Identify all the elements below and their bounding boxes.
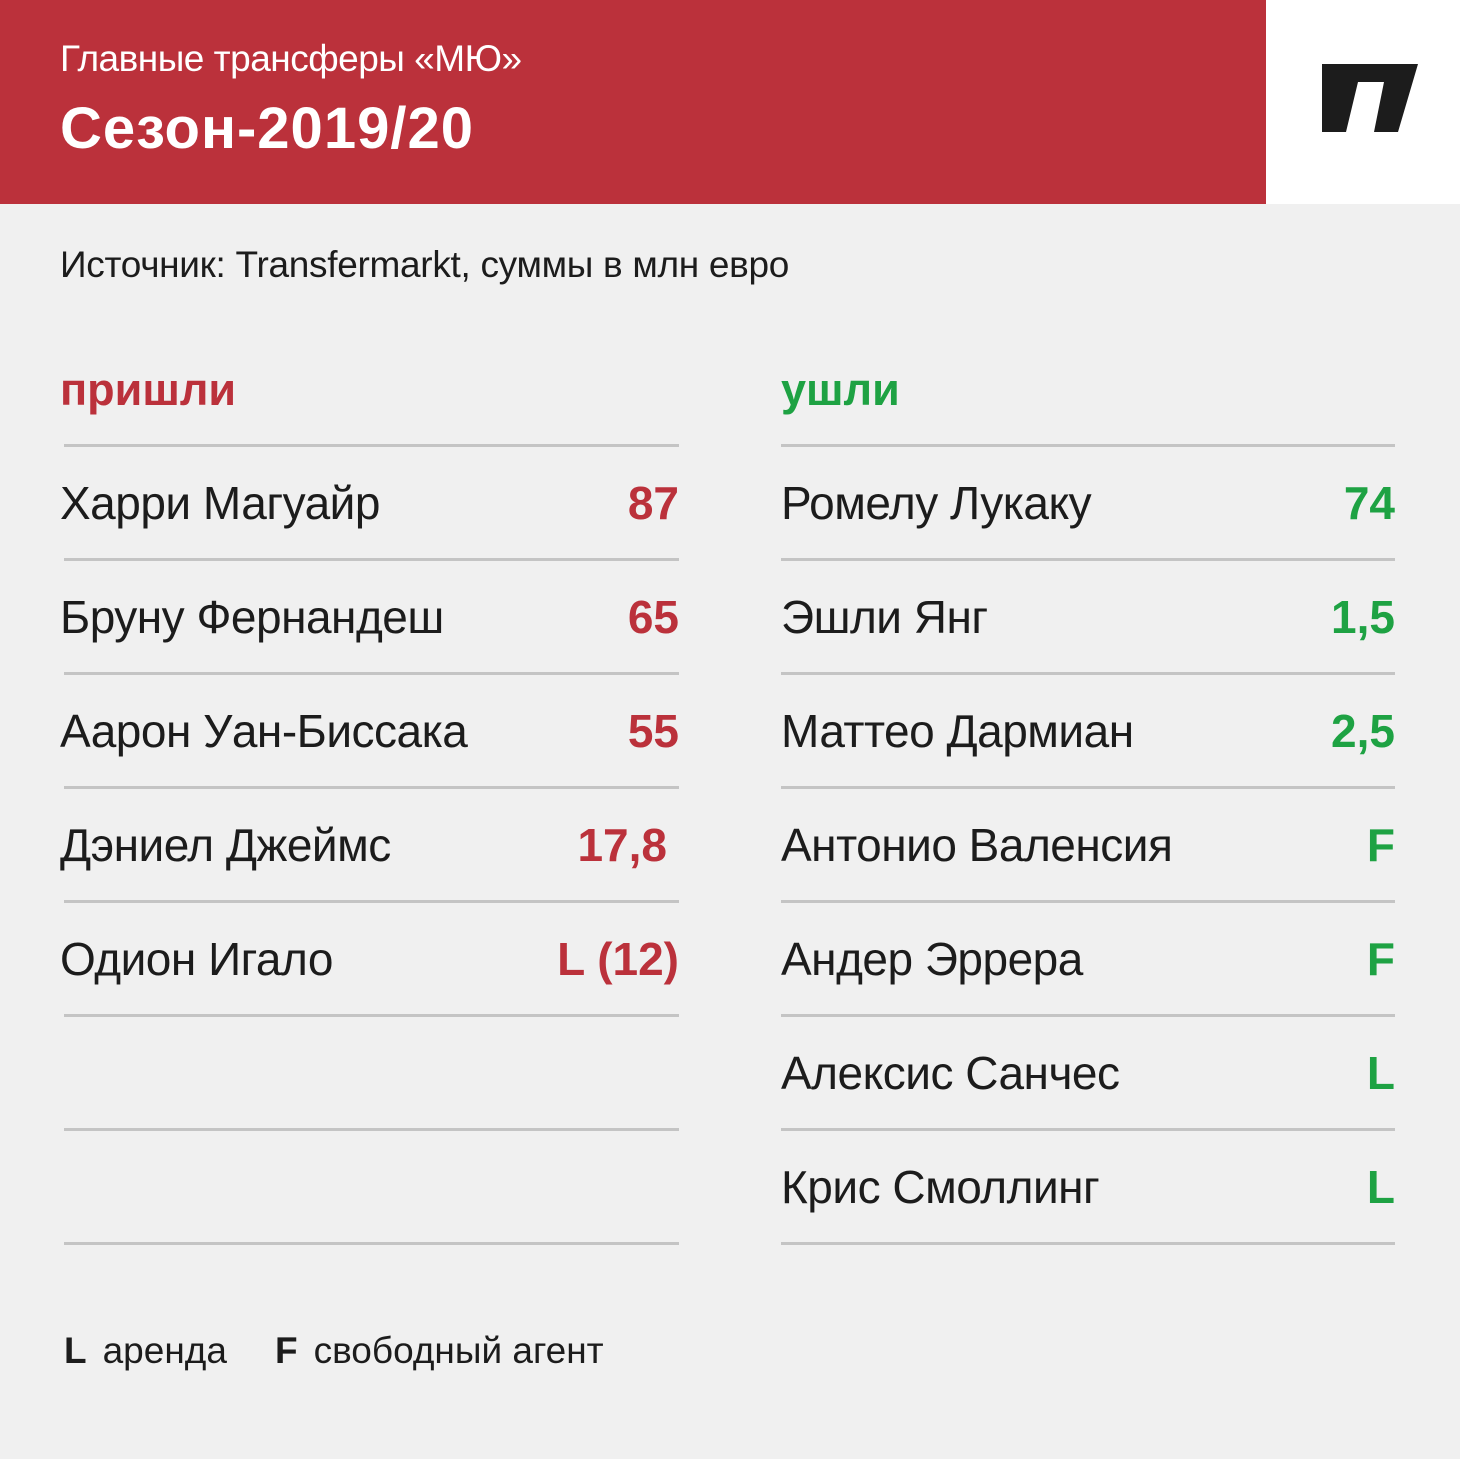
player-name: Антонио Валенсия (781, 818, 1173, 871)
table-row (60, 1131, 679, 1242)
player-name: Одион Игало (60, 932, 333, 985)
legend-desc-free-agent: свободный агент (313, 1330, 604, 1371)
player-name: Маттео Дармиан (781, 704, 1134, 757)
logo-box (1266, 0, 1460, 204)
divider (781, 1128, 1395, 1131)
source-note: Источник: Transfermarkt, суммы в млн евр… (60, 244, 790, 285)
transfer-fee: 87 (627, 476, 679, 529)
divider (64, 1242, 679, 1245)
transfer-fee: L (1366, 1160, 1395, 1213)
transfer-fee: 74 (1343, 476, 1395, 529)
transfer-fee: L (1366, 1046, 1395, 1099)
table-row: Антонио Валенсия F (781, 789, 1395, 900)
publisher-logo-icon (1322, 64, 1418, 132)
table-row: Ромелу Лукаку 74 (781, 447, 1395, 558)
transfer-fee: 55 (627, 704, 679, 757)
table-row: Аарон Уан-Биссака 55 (60, 675, 679, 786)
player-name: Дэниел Джеймс (60, 818, 391, 871)
player-name: Крис Смоллинг (781, 1160, 1100, 1213)
table-row: Дэниел Джеймс 17,8 (60, 789, 679, 900)
divider (64, 444, 679, 447)
legend-key-free-agent: F (274, 1330, 298, 1371)
header-banner: Главные трансферы «МЮ» Сезон-2019/20 (0, 0, 1266, 204)
page-title: Сезон-2019/20 (60, 96, 474, 161)
divider (781, 1242, 1395, 1245)
table-row: Алексис Санчес L (781, 1017, 1395, 1128)
transfer-fee: F (1366, 818, 1395, 871)
player-name: Эшли Янг (781, 590, 988, 643)
divider (64, 672, 679, 675)
legend-key-loan: L (64, 1330, 87, 1371)
departures-heading: ушли (781, 364, 900, 415)
player-name: Ромелу Лукаку (781, 476, 1092, 529)
divider (64, 1014, 679, 1017)
divider (781, 444, 1395, 447)
player-name: Андер Эррера (781, 932, 1083, 985)
table-row: Одион Игало L (12) (60, 903, 679, 1014)
table-row: Харри Магуайр 87 (60, 447, 679, 558)
table-row (60, 1017, 679, 1128)
arrivals-table: Харри Магуайр 87 Бруну Фернандеш 65 Ааро… (60, 444, 679, 1245)
player-name: Бруну Фернандеш (60, 590, 444, 643)
table-row: Андер Эррера F (781, 903, 1395, 1014)
transfer-fee: 17,8 (577, 818, 667, 871)
divider (781, 900, 1395, 903)
legend: L аренда F свободный агент (64, 1330, 652, 1372)
divider (64, 900, 679, 903)
divider (781, 786, 1395, 789)
table-row: Крис Смоллинг L (781, 1131, 1395, 1242)
divider (781, 672, 1395, 675)
divider (64, 1128, 679, 1131)
arrivals-heading: пришли (60, 364, 237, 415)
player-name: Харри Магуайр (60, 476, 380, 529)
divider (781, 1014, 1395, 1017)
divider (781, 558, 1395, 561)
player-name: Аарон Уан-Биссака (60, 704, 468, 757)
transfer-fee: 1,5 (1331, 590, 1395, 643)
table-row: Эшли Янг 1,5 (781, 561, 1395, 672)
transfer-fee: 65 (627, 590, 679, 643)
table-row: Бруну Фернандеш 65 (60, 561, 679, 672)
divider (64, 558, 679, 561)
header-subtitle: Главные трансферы «МЮ» (60, 38, 522, 79)
divider (64, 786, 679, 789)
departures-table: Ромелу Лукаку 74 Эшли Янг 1,5 Маттео Дар… (781, 444, 1395, 1245)
table-row: Маттео Дармиан 2,5 (781, 675, 1395, 786)
transfer-fee: F (1366, 932, 1395, 985)
player-name: Алексис Санчес (781, 1046, 1120, 1099)
transfer-fee: 2,5 (1331, 704, 1395, 757)
legend-desc-loan: аренда (102, 1330, 227, 1371)
transfer-fee: L (12) (557, 932, 679, 985)
